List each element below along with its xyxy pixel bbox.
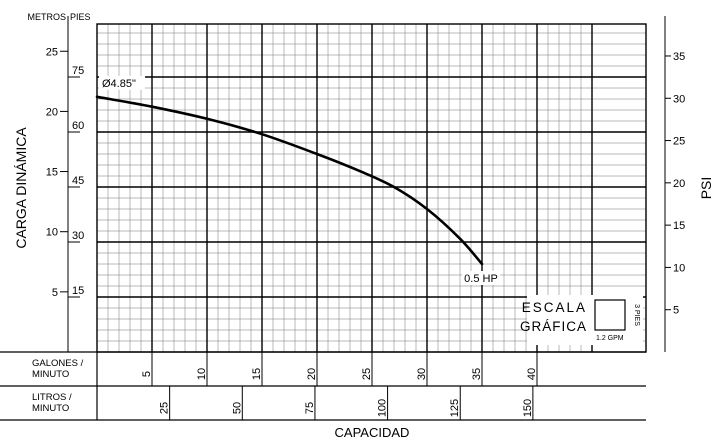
scale-legend-x-step: 1.2 GPM — [596, 335, 624, 342]
scale-legend-title: GRÁFICA — [520, 319, 587, 334]
series-name-bg — [462, 271, 500, 285]
x-axis-title: CAPACIDAD — [335, 425, 410, 440]
psi-tick-label: 30 — [673, 93, 685, 105]
metros-unit-label: METROS — [27, 12, 66, 22]
row-tick-label: 100 — [377, 399, 389, 417]
psi-tick-label: 25 — [673, 136, 685, 148]
row-tick-label: 40 — [526, 368, 538, 380]
axis-ticks — [60, 16, 671, 420]
scale-legend-y-step: 3 PIES — [633, 304, 640, 326]
row-tick-label: 20 — [306, 368, 318, 380]
chart-frame — [0, 23, 647, 421]
metros-tick-label: 10 — [46, 227, 58, 239]
y-axis-title: CARGA DINÁMICA — [13, 127, 29, 249]
psi-tick-label: 10 — [673, 262, 685, 274]
series-name: 0.5 HP — [464, 273, 498, 285]
axis-labels: 5 10 15 20 25 15 30 45 60 75 METROS PIES 5 10 15 20 25 30… — [13, 12, 714, 440]
psi-tick-label: 15 — [673, 220, 685, 232]
scale-legend-square — [594, 299, 626, 331]
row-label: MINUTO — [32, 369, 69, 380]
row-tick-label: 15 — [251, 368, 263, 380]
major-grid — [97, 24, 646, 352]
series-layer: Ø4.85" 0.5 HP — [95, 75, 500, 285]
pies-tick-label: 30 — [72, 230, 84, 242]
row-tick-label: 75 — [304, 402, 316, 414]
pies-tick-label: 75 — [72, 65, 84, 77]
row-tick-label: 25 — [361, 368, 373, 380]
metros-tick-label: 25 — [46, 46, 58, 58]
metros-tick-label: 5 — [52, 287, 58, 299]
curve-label-bg — [99, 75, 145, 90]
row-tick-label: 30 — [416, 368, 428, 380]
row-tick-label: 25 — [159, 402, 171, 414]
scale-legend-title: ESCALA — [522, 300, 587, 315]
row-label: GALONES / — [32, 358, 84, 369]
series-line — [95, 95, 484, 266]
psi-tick-label: 35 — [673, 51, 685, 63]
row-tick-label: 35 — [471, 368, 483, 380]
row-tick-label: 10 — [196, 368, 208, 380]
psi-tick-label: 5 — [673, 305, 679, 317]
curve-label: Ø4.85" — [102, 78, 136, 90]
pies-tick-label: 15 — [72, 285, 84, 297]
pies-tick-label: 60 — [72, 120, 84, 132]
pies-unit-label: PIES — [70, 12, 91, 22]
row-tick-label: 125 — [449, 399, 461, 417]
row-tick-label: 50 — [231, 402, 243, 414]
row-tick-label: 5 — [141, 371, 153, 377]
row-label: LITROS / — [32, 392, 72, 403]
scale-legend: ESCALA GRÁFICA 1.2 GPM 3 PIES — [520, 295, 643, 345]
metros-tick-label: 20 — [46, 106, 58, 118]
metros-tick-label: 15 — [46, 167, 58, 179]
y2-axis-title: PSI — [698, 177, 714, 200]
row-tick-label: 150 — [522, 399, 534, 417]
psi-tick-label: 20 — [673, 178, 685, 190]
row-label: MINUTO — [32, 403, 69, 414]
pies-tick-label: 45 — [72, 175, 84, 187]
